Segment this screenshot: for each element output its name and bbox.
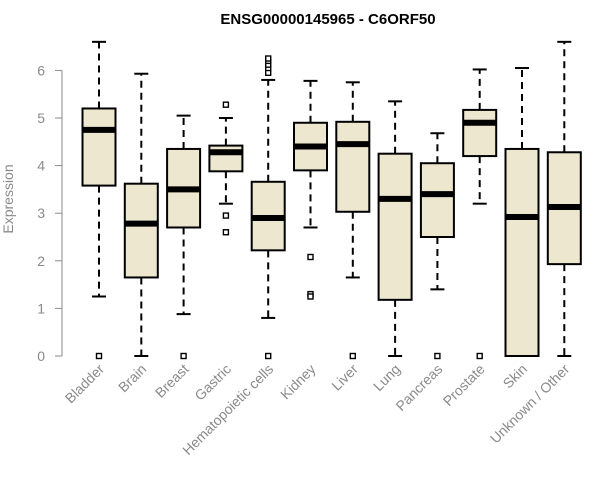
iqr-box xyxy=(462,108,498,158)
x-tick-label: Brain xyxy=(115,361,149,395)
outlier-point xyxy=(95,352,103,360)
outlier-point xyxy=(349,352,356,360)
iqr-box xyxy=(81,107,117,187)
outlier-point xyxy=(180,352,187,360)
box-pancreas xyxy=(419,132,455,360)
box-unknown-other xyxy=(546,40,582,357)
outlier-point xyxy=(434,352,441,360)
chart-title: ENSG00000145965 - C6ORF50 xyxy=(220,11,435,28)
box-liver xyxy=(335,81,371,360)
box-skin xyxy=(504,67,540,357)
box-gastric xyxy=(208,101,244,236)
x-tick-label: Prostate xyxy=(440,361,488,409)
y-tick-label: 2 xyxy=(37,253,45,269)
y-axis: 0 1 2 3 4 5 6 xyxy=(37,62,63,364)
y-tick-label: 6 xyxy=(37,62,45,78)
y-tick-label: 4 xyxy=(37,158,45,174)
outlier-point xyxy=(222,212,230,219)
outlier-point xyxy=(265,55,272,62)
box-bladder xyxy=(81,40,117,360)
y-axis-label: Expression xyxy=(0,164,16,233)
outlier-point xyxy=(307,293,314,300)
outlier-point xyxy=(307,253,314,261)
x-tick-label: Skin xyxy=(500,361,531,392)
outlier-point xyxy=(222,101,230,108)
boxes-group xyxy=(81,40,582,360)
y-tick-label: 3 xyxy=(37,205,45,221)
outlier-point xyxy=(476,352,483,360)
iqr-box xyxy=(377,152,413,301)
x-tick-label: Kidney xyxy=(277,361,319,403)
iqr-box xyxy=(335,120,371,213)
box-prostate xyxy=(462,68,498,360)
outlier-point xyxy=(265,352,272,360)
x-tick-label: Liver xyxy=(328,361,361,394)
x-tick-label: Breast xyxy=(152,361,192,401)
box-lung xyxy=(377,100,413,357)
x-tick-label: Pancreas xyxy=(392,361,445,414)
y-tick-label: 5 xyxy=(37,110,45,126)
y-tick-label: 1 xyxy=(37,300,45,316)
box-brain xyxy=(123,72,159,357)
iqr-box xyxy=(123,182,159,279)
box-breast xyxy=(166,114,202,360)
box-kidney xyxy=(293,79,328,300)
x-tick-label: Bladder xyxy=(62,361,108,407)
x-tick-label: Unknown / Other xyxy=(487,361,573,447)
iqr-box xyxy=(504,147,540,357)
box-hematopoietic-cells xyxy=(250,55,286,360)
y-tick-label: 0 xyxy=(37,348,45,364)
x-tick-label: Lung xyxy=(370,361,403,394)
iqr-box xyxy=(419,162,455,238)
outlier-point xyxy=(222,229,230,236)
